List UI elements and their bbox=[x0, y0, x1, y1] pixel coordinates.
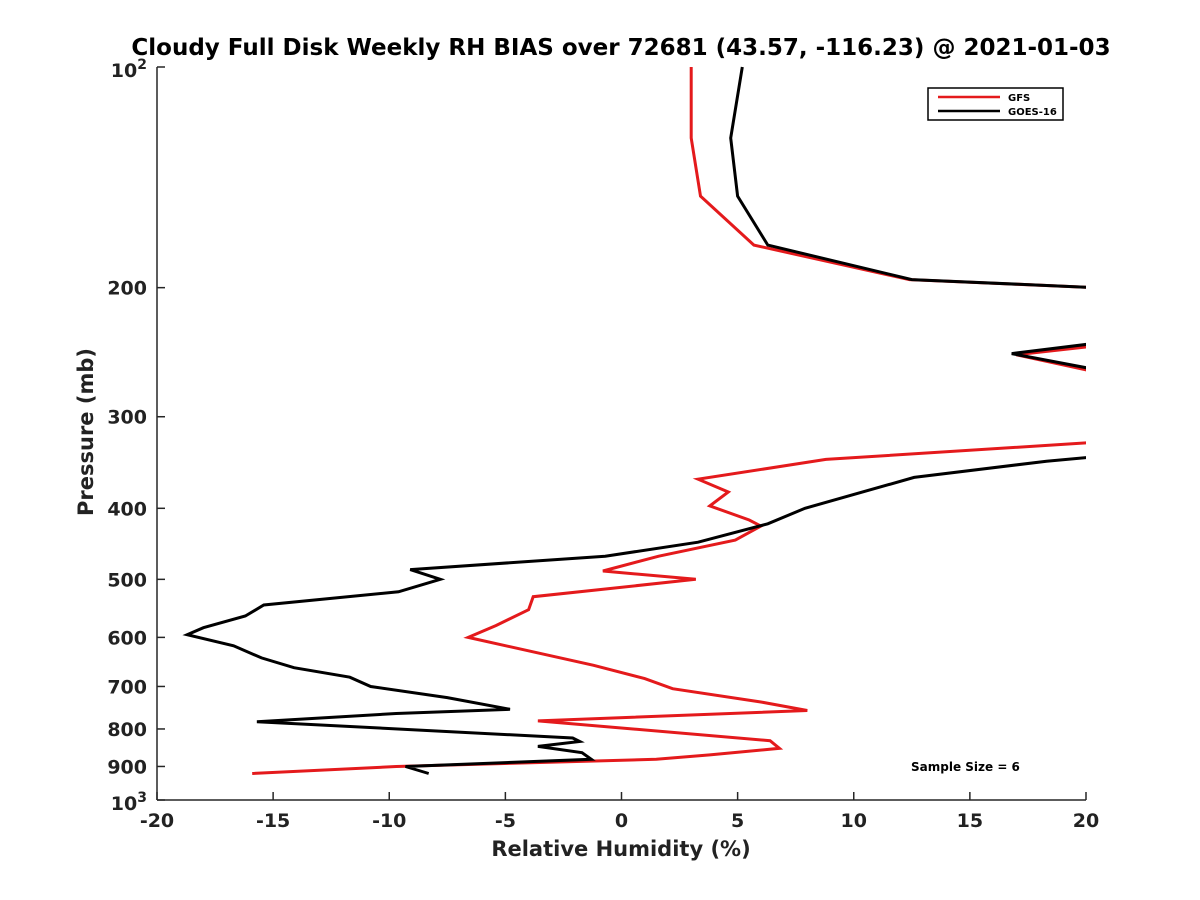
y-tick-label: 800 bbox=[107, 719, 147, 741]
x-tick-label: -5 bbox=[495, 810, 516, 832]
x-tick-label: -15 bbox=[256, 810, 290, 832]
y-tick-label: 700 bbox=[107, 676, 147, 698]
x-axis-label: Relative Humidity (%) bbox=[491, 837, 750, 861]
plot-area: -20 -15 -10 -5 0 5 10 15 20 200 300 400 500 600 700 80… bbox=[107, 57, 1099, 832]
x-tick-label: -10 bbox=[372, 810, 406, 832]
series-line-gfs bbox=[252, 67, 1086, 775]
y-axis-label: Pressure (mb) bbox=[74, 348, 98, 516]
x-ticks: -20 -15 -10 -5 0 5 10 15 20 bbox=[140, 792, 1099, 832]
y-tick-label: 400 bbox=[107, 498, 147, 520]
y-tick-label: 600 bbox=[107, 627, 147, 649]
y-tick-label: 102 bbox=[111, 57, 147, 82]
y-tick-label: 500 bbox=[107, 569, 147, 591]
y-ticks: 200 300 400 500 600 700 800 900 102 103 bbox=[107, 57, 165, 815]
x-tick-label: 5 bbox=[731, 810, 744, 832]
legend: GFS GOES-16 bbox=[927, 87, 1064, 121]
y-tick-label: 900 bbox=[107, 756, 147, 778]
y-tick-label: 300 bbox=[107, 407, 147, 429]
x-tick-label: -20 bbox=[140, 810, 174, 832]
legend-label-gfs: GFS bbox=[1008, 93, 1030, 104]
chart-title: Cloudy Full Disk Weekly RH BIAS over 726… bbox=[131, 35, 1110, 61]
x-tick-label: 10 bbox=[841, 810, 867, 832]
series-line-goes16 bbox=[182, 66, 1086, 775]
legend-box bbox=[927, 87, 1064, 121]
x-tick-label: 15 bbox=[957, 810, 983, 832]
x-tick-label: 0 bbox=[615, 810, 628, 832]
sample-size-annotation: Sample Size = 6 bbox=[911, 760, 1020, 774]
y-tick-label: 200 bbox=[107, 278, 147, 300]
y-tick-label: 103 bbox=[111, 790, 147, 815]
x-tick-label: 20 bbox=[1073, 810, 1099, 832]
legend-label-goes16: GOES-16 bbox=[1008, 107, 1057, 118]
series-layer bbox=[182, 66, 1086, 775]
